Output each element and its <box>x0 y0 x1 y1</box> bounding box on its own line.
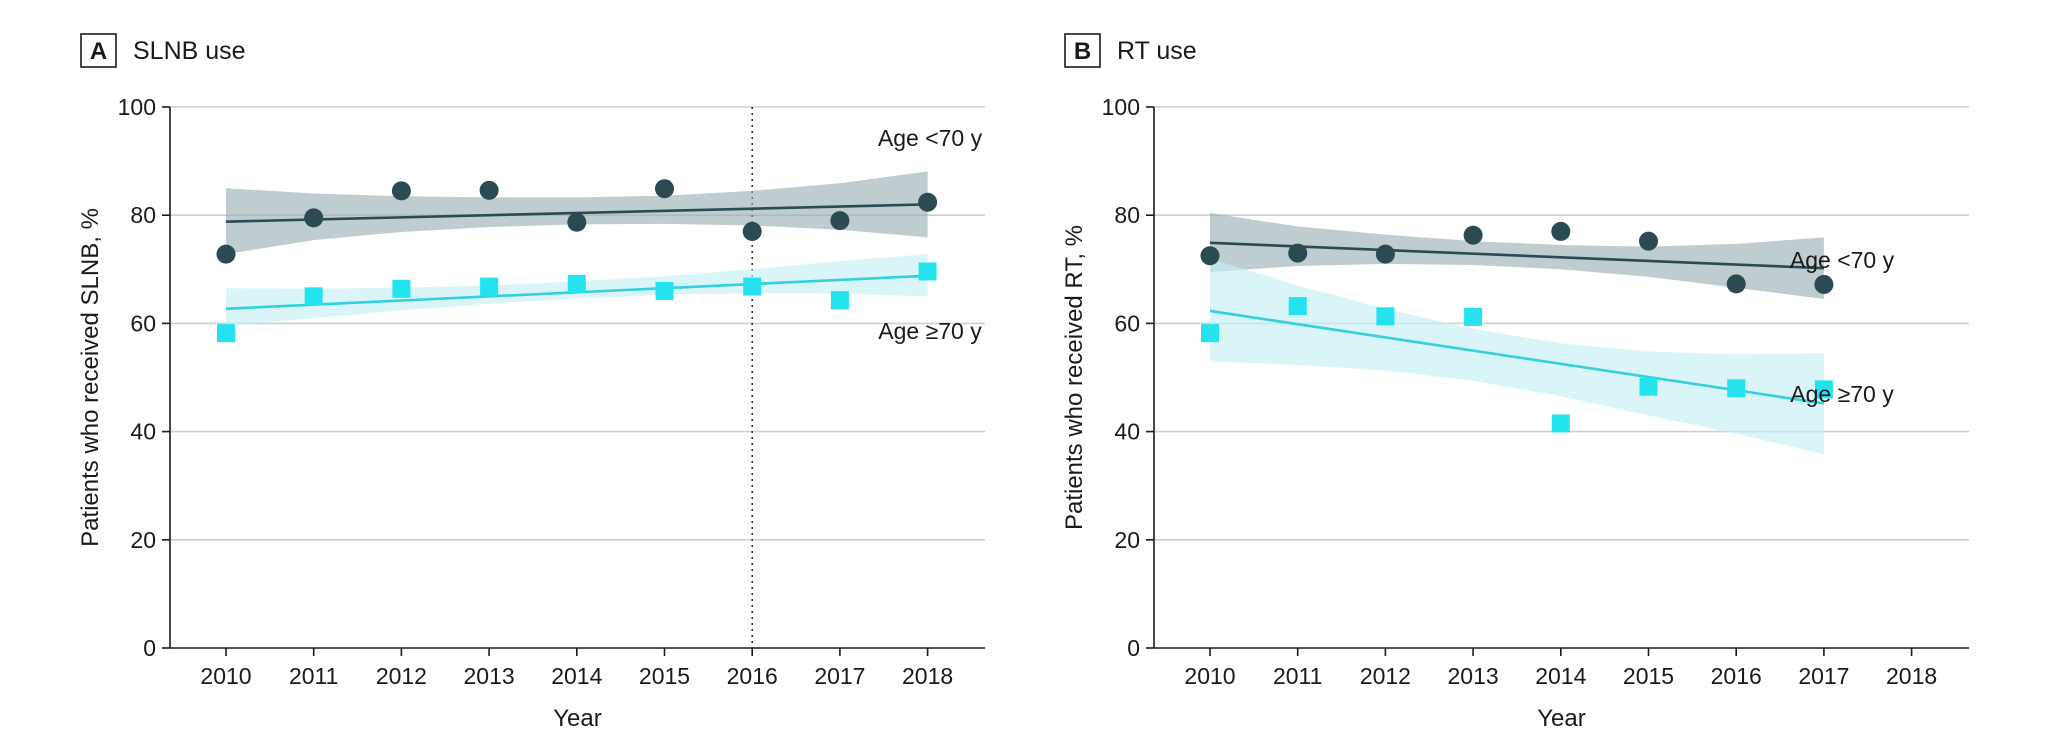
data-point-under-70 <box>1288 243 1308 263</box>
panel-a-title: SLNB use <box>133 37 246 65</box>
y-tick-label: 20 <box>1114 527 1140 553</box>
panel-a-letter-box <box>80 33 117 68</box>
x-tick-label: 2013 <box>464 663 515 689</box>
x-tick-label: 2018 <box>1886 663 1937 689</box>
data-point-under-70 <box>1375 244 1395 264</box>
x-tick-label: 2016 <box>727 663 778 689</box>
y-axis-title: Patients who received RT, % <box>1061 225 1088 530</box>
data-point-70-plus <box>743 277 762 296</box>
data-point-under-70 <box>1639 231 1658 251</box>
x-tick-label: 2012 <box>376 663 427 689</box>
data-point-under-70 <box>655 179 674 199</box>
x-tick-label: 2016 <box>1711 663 1762 689</box>
x-tick-label: 2011 <box>289 663 338 689</box>
data-point-under-70 <box>479 180 499 200</box>
data-point-70-plus <box>1551 414 1570 433</box>
data-point-70-plus <box>1464 307 1483 326</box>
data-point-70-plus <box>1814 380 1833 399</box>
data-point-70-plus <box>918 262 937 281</box>
x-tick-label: 2012 <box>1360 663 1411 689</box>
data-point-under-70 <box>1463 225 1483 245</box>
y-tick-label: 40 <box>1114 419 1140 445</box>
data-point-under-70 <box>1726 274 1746 294</box>
data-point-70-plus <box>567 274 586 293</box>
y-tick-label: 40 <box>130 419 156 445</box>
data-point-under-70 <box>1814 274 1834 294</box>
data-point-70-plus <box>1288 297 1307 316</box>
y-tick-label: 0 <box>1127 635 1140 661</box>
x-tick-label: 2014 <box>551 663 602 689</box>
data-point-under-70 <box>1200 246 1220 266</box>
data-point-under-70 <box>830 211 850 231</box>
x-tick-label: 2017 <box>814 663 865 689</box>
data-point-70-plus <box>1639 377 1658 396</box>
panel-b-letter-box <box>1064 33 1101 68</box>
trend-line-70-plus <box>1209 309 1825 405</box>
data-point-under-70 <box>304 208 324 228</box>
y-tick-label: 80 <box>1114 202 1140 228</box>
x-axis-title: Year <box>553 705 602 732</box>
y-tick-label: 60 <box>130 310 156 336</box>
data-point-70-plus <box>830 291 849 310</box>
trend-line-under-70 <box>1209 241 1824 270</box>
x-axis-title: Year <box>1537 705 1586 732</box>
y-tick-label: 20 <box>130 527 156 553</box>
data-point-under-70 <box>567 212 587 232</box>
x-tick-label: 2014 <box>1535 663 1586 689</box>
panel-a-plot: 0 20 40 60 80 100 2010 2011 2012 2013 2014 2015 2016… <box>77 94 985 732</box>
x-tick-label: 2018 <box>902 663 953 689</box>
x-tick-label: 2011 <box>1273 663 1322 689</box>
panel-a-letter: A <box>90 38 107 65</box>
data-point-under-70 <box>918 192 938 212</box>
y-tick-label: 80 <box>130 202 156 228</box>
series-label-70-plus: Age ≥70 y <box>1790 381 1894 407</box>
data-point-70-plus <box>1727 379 1746 398</box>
y-tick-label: 0 <box>143 635 156 661</box>
data-point-70-plus <box>217 324 235 343</box>
series-label-70-plus: Age ≥70 y <box>878 318 982 344</box>
data-point-under-70 <box>216 244 236 264</box>
panel-a-header: A SLNB use <box>80 33 246 68</box>
series-label-under-70: Age <70 y <box>1790 247 1895 273</box>
x-tick-label: 2017 <box>1798 663 1849 689</box>
data-point-under-70 <box>1551 221 1571 241</box>
data-point-70-plus <box>304 287 323 306</box>
x-tick-label: 2010 <box>1184 663 1235 689</box>
series-label-under-70: Age <70 y <box>878 125 983 151</box>
x-tick-label: 2015 <box>1623 663 1674 689</box>
data-point-70-plus <box>480 277 499 296</box>
x-tick-label: 2015 <box>639 663 690 689</box>
data-point-70-plus <box>392 279 411 298</box>
y-axis-title: Patients who received SLNB, % <box>77 208 104 547</box>
panel-b-plot: 0 20 40 60 80 100 2010 2011 2012 2013 2014 2015 2016… <box>1061 94 1969 732</box>
x-tick-label: 2013 <box>1448 663 1499 689</box>
panel-b-letter: B <box>1074 38 1091 65</box>
data-point-70-plus <box>1201 324 1219 343</box>
y-tick-label: 100 <box>118 94 156 120</box>
data-point-under-70 <box>391 181 411 201</box>
y-tick-label: 100 <box>1102 94 1140 120</box>
data-point-70-plus <box>655 281 674 300</box>
data-point-under-70 <box>742 221 762 241</box>
panel-b-title: RT use <box>1117 37 1197 65</box>
data-point-70-plus <box>1376 307 1395 326</box>
panel-b-header: B RT use <box>1064 33 1197 68</box>
x-tick-label: 2010 <box>200 663 251 689</box>
y-tick-label: 60 <box>1114 310 1140 336</box>
